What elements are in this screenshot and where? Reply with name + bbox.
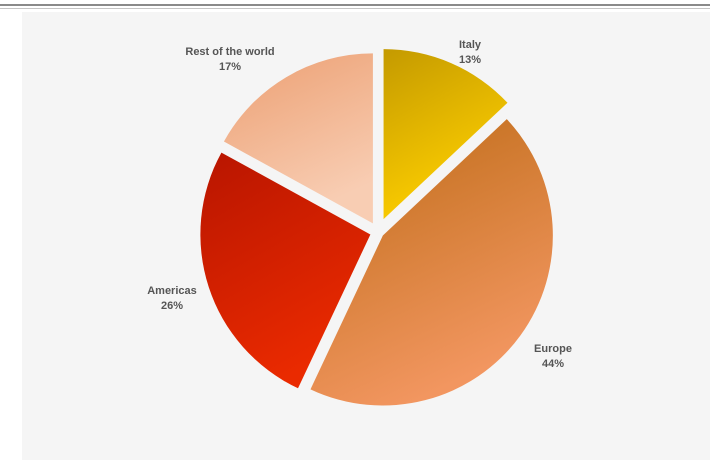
pie-slice-americas [200, 152, 371, 389]
pie-labels: Italy 13% Europe 44% Americas 26% Rest of the … [147, 39, 572, 370]
slice-percent-americas: 26% [161, 300, 183, 312]
top-rule-thin [0, 8, 710, 9]
pie-slice-rest-of-the-world [223, 53, 373, 224]
slice-label-americas: Americas [147, 285, 197, 297]
pie-slices [200, 49, 553, 406]
top-rule [0, 4, 710, 6]
slice-label-italy: Italy [459, 39, 482, 51]
pie-slice-europe [310, 119, 553, 406]
pie-slice-italy [383, 49, 508, 220]
slice-label-rest-of-the-world: Rest of the world [185, 46, 274, 58]
slice-percent-europe: 44% [542, 358, 564, 370]
slice-percent-rest-of-the-world: 17% [219, 61, 241, 73]
slice-percent-italy: 13% [459, 54, 481, 66]
slice-label-europe: Europe [534, 343, 572, 355]
